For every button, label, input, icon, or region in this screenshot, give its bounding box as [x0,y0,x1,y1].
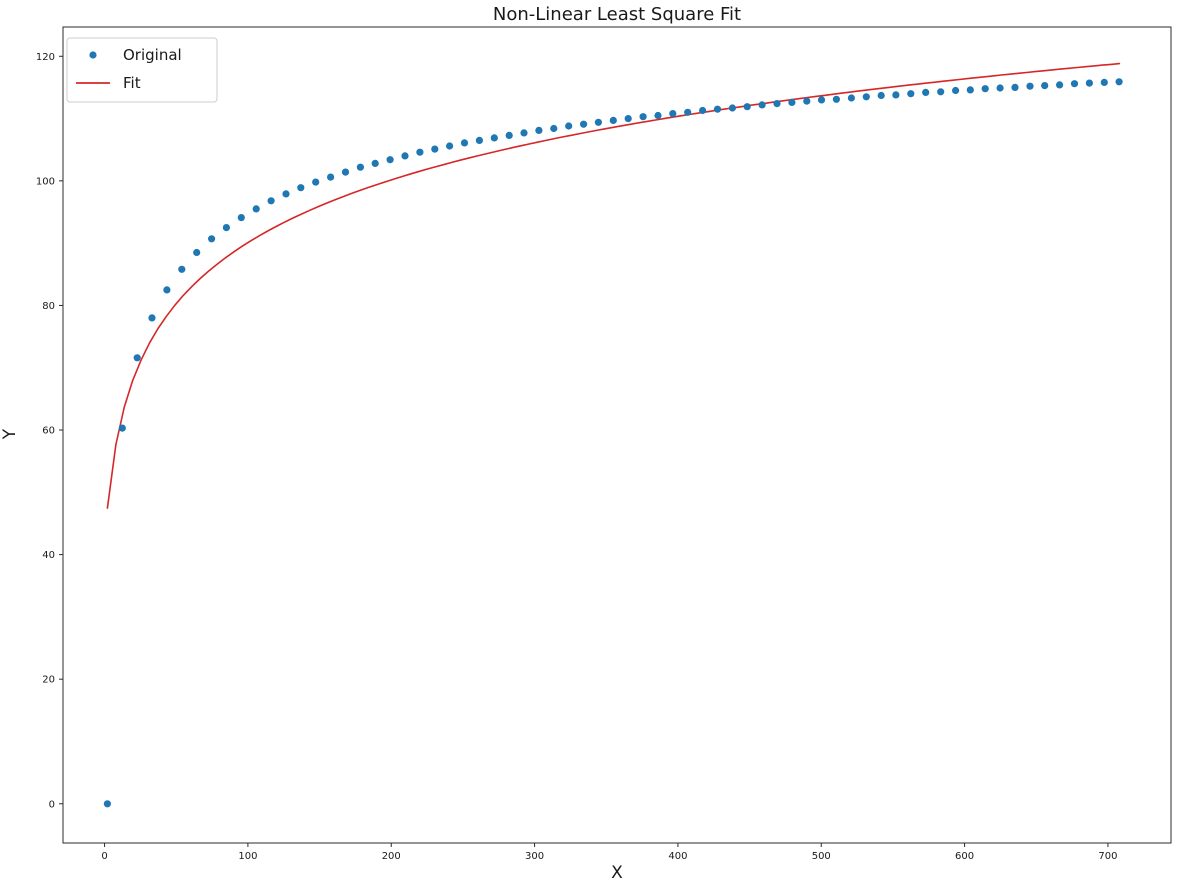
scatter-point [460,139,469,147]
y-axis-label: Y [0,428,20,440]
scatter-point [371,159,379,167]
scatter-point [103,800,111,808]
scatter-point [832,95,841,103]
scatter-point [952,86,960,95]
scatter-point [178,265,186,273]
scatter-point [803,97,811,105]
scatter-point [565,122,573,130]
legend-original-marker-icon [89,51,97,59]
scatter-point [788,98,796,106]
scatter-point [356,163,364,171]
scatter-point [996,84,1004,92]
scatter-point [505,131,513,139]
plot-area [62,26,1172,844]
y-axis-ticks: 0 20 40 60 80 100 120 [36,52,63,810]
scatter-point [624,115,632,123]
scatter-point [1085,79,1093,87]
scatter-point [416,148,424,156]
scatter-point [862,93,870,101]
scatter-point [594,118,603,126]
scatter-point [208,235,216,243]
scatter-point [817,96,826,104]
scatter-point [475,136,483,144]
scatter-point [609,116,617,124]
x-tick-label: 400 [668,851,687,862]
scatter-point [446,142,454,150]
scatter-point [490,134,498,142]
scatter-point [163,286,171,294]
legend-label-fit: Fit [123,74,141,92]
x-tick-label: 700 [1098,851,1117,862]
scatter-point [654,111,662,120]
scatter-point [1070,80,1079,88]
scatter-point [699,106,707,115]
scatter-point [907,90,915,98]
x-tick-label: 500 [812,851,831,862]
x-tick-label: 0 [101,851,107,862]
x-tick-label: 100 [238,851,257,862]
y-tick-label: 0 [49,799,55,810]
scatter-point [1026,82,1034,90]
scatter-point [282,190,290,198]
scatter-point [981,85,989,93]
x-axis-ticks: 0 100 200 300 400 500 600 700 [101,843,1117,862]
scatter-point [401,152,409,160]
scatter-point [1115,78,1123,86]
scatter-point [580,120,588,128]
scatter-point [237,214,245,222]
y-tick-label: 120 [36,52,55,63]
scatter-point [892,91,900,99]
scatter-point [639,113,647,121]
scatter-point [713,105,722,113]
scatter-point [1041,82,1049,90]
scatter-point [327,173,335,181]
scatter-point [728,104,737,112]
legend-label-original: Original [123,46,182,64]
scatter-point [193,248,201,257]
legend-box [66,37,218,103]
scatter-point [1056,81,1064,89]
scatter-point [222,224,230,232]
scatter-point [535,126,543,134]
scatter-point [773,100,781,108]
scatter-point [758,101,766,109]
scatter-point [937,88,945,96]
scatter-point [966,86,974,94]
scatter-point [550,124,558,133]
scatter-point [252,205,260,213]
scatter-point [297,184,305,192]
y-tick-label: 60 [42,426,55,437]
scatter-point [743,103,751,111]
fit-line-series [106,62,1121,509]
scatter-point [847,94,856,102]
x-tick-label: 600 [955,851,974,862]
scatter-point [877,91,885,100]
scatter-point [520,129,528,137]
scatter-point [669,110,677,118]
scatter-point [148,314,156,322]
original-scatter-series [103,78,1123,808]
scatter-point [431,145,439,153]
scatter-point [1011,83,1019,91]
y-tick-label: 100 [36,176,55,187]
scatter-point [133,354,141,362]
scatter-point [341,168,350,176]
scatter-point [386,156,394,164]
y-tick-label: 80 [42,301,55,312]
y-tick-label: 20 [42,675,55,686]
scatter-point [684,108,692,116]
scatter-point [118,424,126,432]
x-axis-label: X [611,863,623,883]
scatter-point [312,178,320,186]
x-tick-label: 300 [525,851,544,862]
scatter-point [922,88,930,96]
chart-title: Non-Linear Least Square Fit [493,4,741,25]
scatter-point [267,197,275,205]
x-tick-label: 200 [382,851,401,862]
legend: Original Fit [66,37,218,103]
scatter-point [1100,78,1108,86]
y-tick-label: 40 [42,550,55,561]
